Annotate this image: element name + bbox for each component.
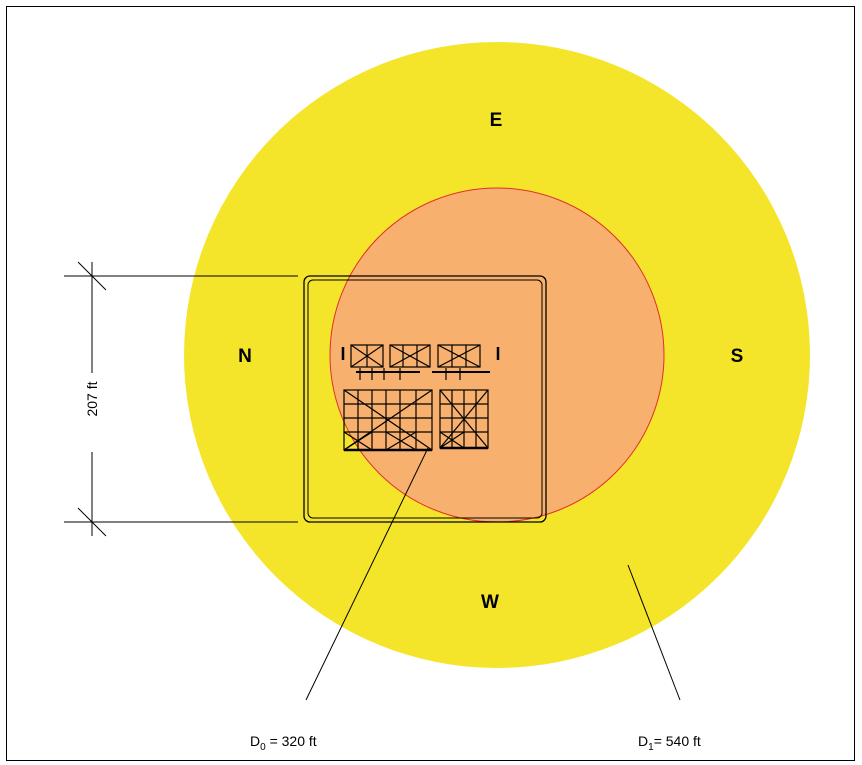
site-boundary-outer [303, 275, 547, 523]
direction-label-east: E [490, 110, 503, 131]
site-boundary-inner [307, 279, 543, 519]
diagram-frame [6, 6, 855, 761]
d0-label: D0 = 320 ft [250, 733, 317, 753]
direction-label-north: N [238, 346, 252, 367]
d0-leader-line [305, 447, 429, 701]
dimension-line [64, 261, 298, 537]
d1-label: D1= 540 ft [638, 733, 701, 753]
direction-label-south: S [731, 346, 744, 367]
d1-leader-line [627, 564, 681, 701]
building-plan [341, 344, 500, 452]
dimension-label: 207 ft [84, 381, 100, 416]
direction-label-west: W [481, 592, 499, 613]
